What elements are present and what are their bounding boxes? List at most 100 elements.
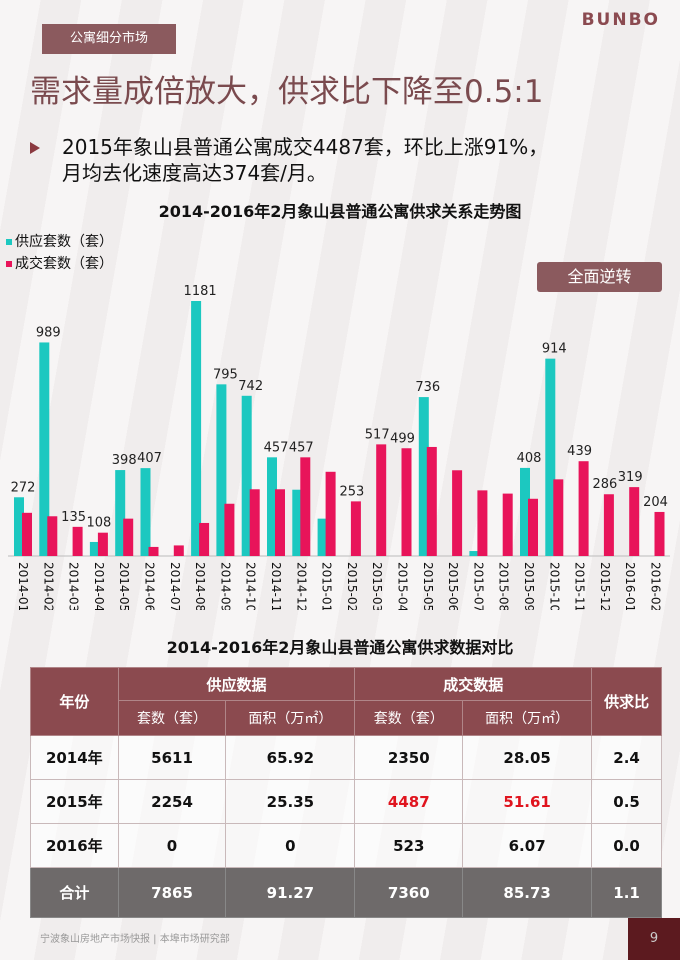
bar-deal-2016-01 — [629, 487, 640, 556]
table-row: 2015年 2254 25.35 4487 51.61 0.5 — [30, 779, 662, 824]
data-label: 135 — [61, 510, 86, 525]
table-row: 2014年 5611 65.92 2350 28.05 2.4 — [30, 735, 662, 780]
bar-supply-2015-01 — [317, 518, 328, 556]
legend-deal: 成交套数（套） — [6, 253, 113, 275]
bar-deal-2014-04 — [97, 532, 108, 556]
data-label: 914 — [542, 342, 567, 357]
bar-deal-2015-12 — [603, 494, 614, 556]
x-tick-label: 2014-05 — [117, 562, 131, 610]
data-label: 795 — [213, 367, 238, 382]
bar-deal-2014-09 — [224, 503, 235, 556]
x-tick-label: 2015-07 — [471, 562, 485, 610]
x-tick-label: 2016-02 — [649, 562, 663, 610]
data-label: 407 — [137, 451, 162, 466]
data-label: 517 — [365, 427, 390, 442]
page-title: 需求量成倍放大，供求比下降至0.5:1 — [30, 74, 544, 110]
x-tick-label: 2015-04 — [396, 562, 410, 610]
bar-supply-2014-08 — [191, 301, 202, 556]
header-deal-area: 面积（万㎡） — [462, 700, 593, 736]
cell-d_units: 4487 — [354, 779, 464, 824]
header-deal-units: 套数（套） — [354, 700, 464, 736]
bar-supply-2015-10 — [545, 358, 556, 556]
bar-supply-2014-05 — [115, 470, 126, 556]
callout-button[interactable]: 全面逆转 — [537, 262, 662, 292]
cell-s_units: 5611 — [117, 735, 227, 780]
x-tick-label: 2014-01 — [16, 562, 30, 610]
cell-d_units: 523 — [354, 823, 464, 868]
brand-logo: BUNBO — [581, 10, 660, 30]
data-label: 1181 — [184, 284, 217, 299]
bar-deal-2014-10 — [249, 489, 260, 556]
data-label: 319 — [618, 470, 643, 485]
bullet-point: 2015年象山县普通公寓成交4487套，环比上涨91%， 月均去化速度高达374… — [30, 134, 670, 186]
table-row: 2016年 0 0 523 6.07 0.0 — [30, 823, 662, 868]
x-tick-label: 2015-02 — [345, 562, 359, 610]
bar-supply-2015-07 — [469, 551, 480, 556]
x-tick-label: 2014-08 — [193, 562, 207, 610]
bar-supply-2014-12 — [292, 489, 303, 556]
bullet-line-1: 2015年象山县普通公寓成交4487套，环比上涨91%， — [62, 135, 549, 159]
data-label: 499 — [390, 431, 415, 446]
x-tick-label: 2016-01 — [623, 562, 637, 610]
bar-supply-2014-06 — [140, 468, 151, 556]
legend-label: 成交套数（套） — [15, 256, 113, 272]
x-tick-label: 2015-03 — [370, 562, 384, 610]
bar-deal-2015-02 — [350, 501, 361, 556]
section-tag: 公寓细分市场 — [42, 24, 176, 54]
legend-supply: 供应套数（套） — [6, 231, 113, 253]
bar-deal-2014-08 — [199, 522, 210, 556]
bar-deal-2014-01 — [22, 512, 32, 556]
data-label: 457 — [264, 440, 289, 455]
data-label: 108 — [86, 516, 111, 531]
x-tick-label: 2014-11 — [269, 562, 283, 610]
cell-s_area: 0 — [225, 823, 356, 868]
bar-deal-2015-11 — [578, 461, 589, 556]
bar-deal-2016-02 — [654, 511, 665, 556]
bar-deal-2015-03 — [376, 444, 387, 556]
supply-demand-chart: 272 2014-01 989 2014-02 135 2014-03 108 2014-04… — [8, 284, 670, 610]
x-tick-label: 2015-10 — [547, 562, 561, 610]
total-s_units: 7865 — [117, 867, 227, 918]
bar-supply-2014-10 — [241, 395, 252, 556]
legend-label: 供应套数（套） — [15, 234, 113, 250]
data-label: 989 — [36, 325, 61, 340]
data-label: 742 — [238, 379, 263, 394]
bar-supply-2015-05 — [418, 397, 429, 556]
cell-s_units: 0 — [117, 823, 227, 868]
header-supply-area: 面积（万㎡） — [225, 700, 356, 736]
header-year: 年份 — [30, 667, 119, 736]
bar-deal-2015-06 — [452, 470, 463, 556]
x-tick-label: 2014-04 — [92, 562, 106, 610]
bar-deal-2015-04 — [401, 448, 412, 556]
bar-deal-2014-11 — [275, 489, 285, 556]
bar-deal-2014-12 — [300, 457, 311, 556]
x-tick-label: 2015-06 — [446, 562, 460, 610]
total-year: 合计 — [30, 867, 119, 918]
bar-deal-2014-06 — [148, 546, 159, 556]
x-tick-label: 2015-05 — [421, 562, 435, 610]
cell-ratio: 0.0 — [591, 823, 662, 868]
bar-supply-2014-09 — [216, 384, 227, 556]
data-label: 204 — [643, 495, 668, 510]
data-label: 408 — [517, 451, 542, 466]
bar-deal-2014-03 — [72, 526, 83, 556]
data-label: 253 — [339, 484, 364, 499]
data-label: 398 — [112, 453, 137, 468]
legend-swatch-supply — [6, 239, 12, 245]
x-tick-label: 2014-02 — [41, 562, 55, 610]
table-title: 2014-2016年2月象山县普通公寓供求数据对比 — [166, 638, 514, 657]
cell-ratio: 2.4 — [591, 735, 662, 780]
legend-swatch-deal — [6, 261, 12, 267]
data-label: 736 — [415, 380, 440, 395]
data-label: 286 — [592, 477, 617, 492]
x-tick-label: 2014-07 — [168, 562, 182, 610]
total-ratio: 1.1 — [591, 867, 662, 918]
header-supply-units: 套数（套） — [117, 700, 227, 736]
cell-ratio: 0.5 — [591, 779, 662, 824]
bar-supply-2015-09 — [520, 467, 530, 556]
chart-title: 2014-2016年2月象山县普通公寓供求关系走势图 — [158, 202, 522, 221]
x-tick-label: 2015-09 — [522, 562, 536, 610]
total-row: 合计 7865 91.27 7360 85.73 1.1 — [30, 867, 662, 918]
bar-supply-2014-11 — [267, 457, 277, 556]
bar-deal-2014-07 — [173, 545, 184, 556]
